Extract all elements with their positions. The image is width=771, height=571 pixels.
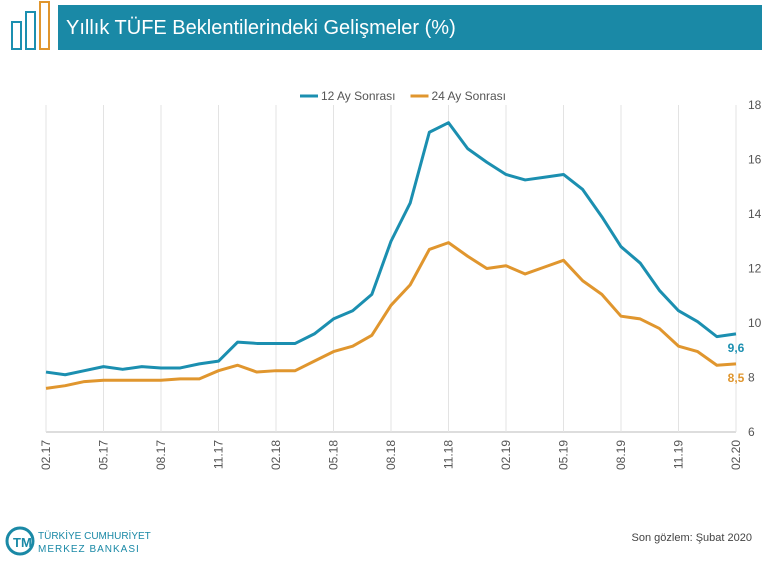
y-tick-label: 6 (748, 425, 755, 439)
y-tick-label: 16 (748, 153, 762, 167)
header-title: Yıllık TÜFE Beklentilerindeki Gelişmeler… (66, 17, 456, 39)
header-icon (11, 1, 50, 50)
y-tick-label: 8 (748, 371, 755, 385)
x-tick-label: 08.17 (154, 440, 168, 470)
footer-note: Son gözlem: Şubat 2020 (632, 532, 752, 544)
x-tick-label: 02.17 (39, 440, 53, 470)
data-label: 8,5 (728, 371, 745, 385)
svg-text:TM: TM (13, 535, 32, 550)
x-tick-label: 11.18 (442, 440, 456, 469)
x-tick-label: 05.19 (557, 440, 571, 470)
x-tick-label: 05.17 (97, 440, 111, 470)
legend-label: 12 Ay Sonrası (321, 89, 396, 103)
x-tick-label: 11.17 (212, 440, 226, 469)
x-tick-label: 02.20 (729, 440, 743, 470)
data-label: 9,6 (728, 341, 745, 355)
y-tick-label: 12 (748, 262, 762, 276)
plot: 6 8 10 12 14 16 18 02.17 05.17 08.17 11.17 02.18 05.… (39, 89, 762, 470)
header-bar (58, 5, 762, 50)
legend-label: 24 Ay Sonrası (432, 89, 507, 103)
bank-name: TÜRKİYE CUMHURİYET (38, 529, 151, 542)
y-tick-label: 18 (748, 98, 762, 112)
x-tick-label: 05.18 (327, 440, 341, 470)
y-tick-label: 10 (748, 316, 762, 330)
bank-name: MERKEZ BANKASI (38, 544, 140, 555)
x-tick-label: 08.18 (384, 440, 398, 470)
x-tick-label: 02.18 (269, 440, 283, 470)
x-tick-label: 08.19 (614, 440, 628, 470)
y-tick-label: 14 (748, 207, 762, 221)
series-line (45, 121, 737, 377)
series-line (45, 241, 737, 390)
x-tick-label: 11.19 (672, 440, 686, 469)
logo: TM (5, 526, 35, 556)
x-tick-label: 02.19 (499, 440, 513, 470)
